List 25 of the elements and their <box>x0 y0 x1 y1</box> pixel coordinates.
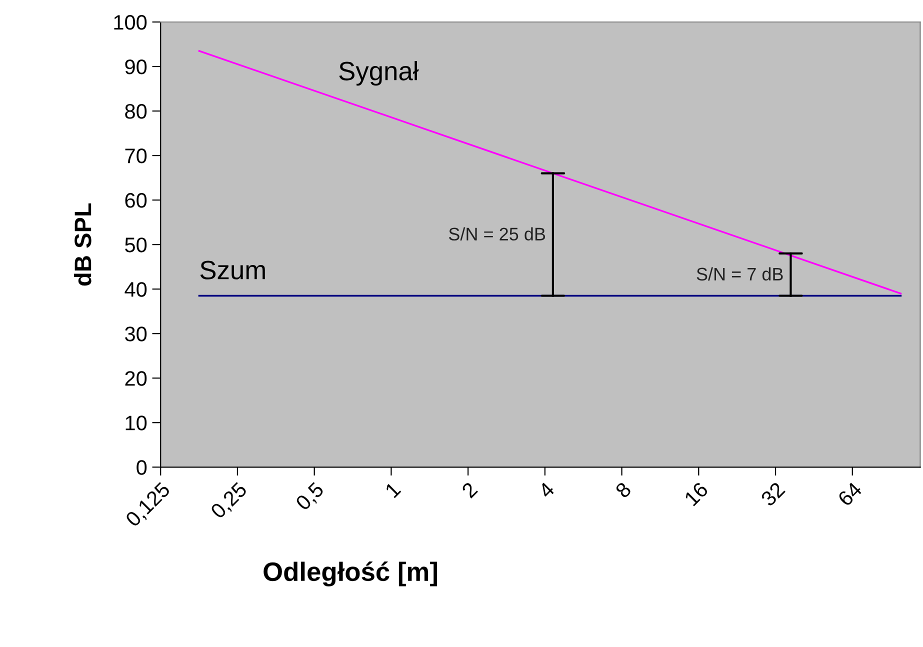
y-tick-label: 20 <box>125 371 147 386</box>
x-axis-title: Odległość [m] <box>264 561 438 586</box>
y-tick-label: 70 <box>125 148 147 164</box>
y-tick-label: 90 <box>125 60 147 74</box>
x-tick-label: 8 <box>614 481 632 499</box>
annotation: S/N = 7 dB <box>696 267 783 281</box>
y-tick-label: 80 <box>125 104 147 119</box>
x-tick-label: 2 <box>461 481 478 498</box>
x-tick-label: 16 <box>684 481 709 506</box>
y-tick-label: 100 <box>114 15 147 30</box>
series-label: Sygnał <box>339 61 419 86</box>
y-tick-label: 40 <box>124 282 147 297</box>
x-tick-label: 0,5 <box>294 481 326 513</box>
y-tick-label: 50 <box>125 238 147 252</box>
y-axis-title: dB SPL <box>74 203 92 286</box>
x-tick-label: 32 <box>760 481 786 507</box>
y-tick-label: 60 <box>125 193 147 208</box>
x-tick-label: 64 <box>837 481 863 507</box>
y-tick-label: 30 <box>125 326 147 342</box>
x-tick-label: 4 <box>538 481 556 499</box>
y-tick-label: 0 <box>136 460 147 475</box>
y-tick-label: 10 <box>126 416 147 430</box>
series-label: Szum <box>200 260 265 280</box>
annotation: S/N = 25 dB <box>448 227 546 241</box>
x-tick-label: 1 <box>384 482 402 498</box>
